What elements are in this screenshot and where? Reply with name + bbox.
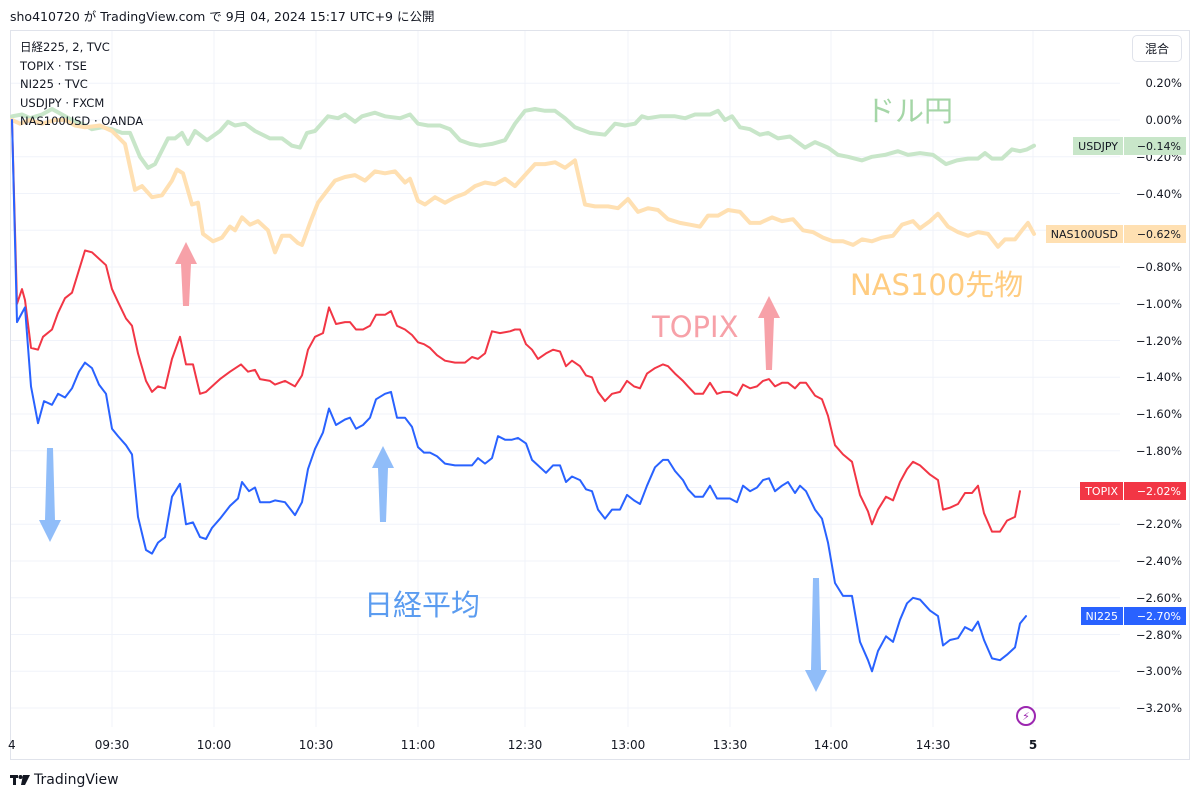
y-axis-tick-label: −3.00% — [1135, 664, 1182, 679]
scale-mode-button[interactable]: 混合 — [1132, 35, 1182, 62]
price-tag-nas100usd: NAS100USD −0.62% — [1045, 225, 1186, 243]
series-line-nas100usd[interactable] — [10, 118, 1036, 255]
series-line-topix[interactable] — [11, 119, 1021, 533]
series-line-usdjpy[interactable] — [10, 107, 1036, 170]
price-tag-value: −0.62% — [1124, 225, 1186, 243]
arrow-up-icon — [175, 242, 197, 306]
arrow-down-icon — [39, 448, 61, 542]
x-axis-tick-label: 4 — [8, 738, 16, 752]
x-axis-tick-label: 5 — [1028, 738, 1038, 752]
arrow-up-icon — [758, 296, 780, 370]
published-by-header: sho410720 が TradingView.com で 9月 04, 202… — [10, 9, 435, 24]
price-tag-symbol: USDJPY — [1073, 137, 1123, 155]
price-tag-usdjpy: USDJPY −0.14% — [1073, 137, 1186, 155]
price-tag-symbol: TOPIX — [1080, 482, 1123, 500]
price-tag-symbol: NI225 — [1080, 607, 1123, 625]
y-axis-tick-label: −0.80% — [1135, 260, 1182, 274]
price-tag-value: −2.02% — [1124, 482, 1186, 500]
chart-frame — [10, 30, 1190, 760]
series-line-ni225[interactable] — [11, 119, 1027, 673]
legend-main-symbol[interactable]: 日経225, 2, TVC — [20, 40, 110, 54]
y-axis-tick-label: −3.20% — [1135, 701, 1182, 715]
series-legend: 日経225, 2, TVC TOPIX · TSE NI225 · TVC US… — [20, 38, 143, 131]
annotation-nikkei: 日経平均 — [364, 588, 481, 622]
y-axis-tick-label: −2.60% — [1135, 590, 1182, 605]
y-axis-tick-label: −2.20% — [1135, 517, 1182, 532]
y-axis-tick-label: −0.40% — [1135, 186, 1182, 201]
lightning-event-icon[interactable]: ⚡ — [1016, 706, 1036, 726]
x-axis-tick-label: 14:30 — [915, 738, 951, 752]
x-axis-tick-label: 14:00 — [813, 738, 849, 752]
arrow-down-icon — [805, 578, 827, 692]
legend-topix[interactable]: TOPIX · TSE — [20, 58, 87, 73]
y-axis-tick-label: −1.40% — [1135, 370, 1182, 385]
y-axis-tick-label: −2.80% — [1135, 627, 1182, 642]
x-axis-tick-label: 10:30 — [298, 738, 334, 752]
price-tag-value: −0.14% — [1124, 137, 1186, 155]
x-axis-tick-label: 12:30 — [507, 738, 543, 752]
y-axis-tick-label: 0.20% — [1145, 76, 1182, 91]
legend-ni225[interactable]: NI225 · TVC — [20, 77, 88, 91]
tradingview-brand[interactable]: TradingView — [10, 772, 119, 788]
y-axis-tick-label: −1.20% — [1135, 333, 1182, 348]
legend-nas100usd[interactable]: NAS100USD · OANDA — [20, 114, 144, 128]
y-axis-tick-label: 0.00% — [1145, 113, 1182, 127]
x-axis-tick-label: 13:00 — [610, 738, 646, 752]
price-tag-topix: TOPIX −2.02% — [1080, 482, 1186, 500]
arrow-up-icon — [372, 446, 394, 522]
x-axis-tick-label: 11:00 — [400, 738, 436, 752]
y-axis-tick-label: −2.40% — [1135, 554, 1182, 568]
x-axis-tick-label: 13:30 — [712, 738, 748, 752]
brand-name: TradingView — [34, 772, 119, 788]
y-axis-tick-label: −1.80% — [1135, 443, 1182, 458]
x-axis-tick-label: 09:30 — [94, 738, 130, 752]
annotation-usdjpy: ドル円 — [866, 94, 954, 128]
price-tag-ni225: NI225 −2.70% — [1080, 607, 1186, 625]
legend-usdjpy[interactable]: USDJPY · FXCM — [20, 95, 105, 110]
x-axis-tick-label: 10:00 — [196, 738, 232, 752]
y-axis-tick-label: −1.00% — [1135, 296, 1182, 311]
price-tag-value: −2.70% — [1124, 607, 1186, 625]
tradingview-logo-icon — [10, 775, 30, 785]
price-tag-symbol: NAS100USD — [1045, 225, 1123, 243]
y-axis-tick-label: −1.60% — [1135, 407, 1182, 421]
annotation-topix: TOPIX — [652, 310, 739, 344]
annotation-nas100: NAS100先物 — [850, 268, 1024, 302]
